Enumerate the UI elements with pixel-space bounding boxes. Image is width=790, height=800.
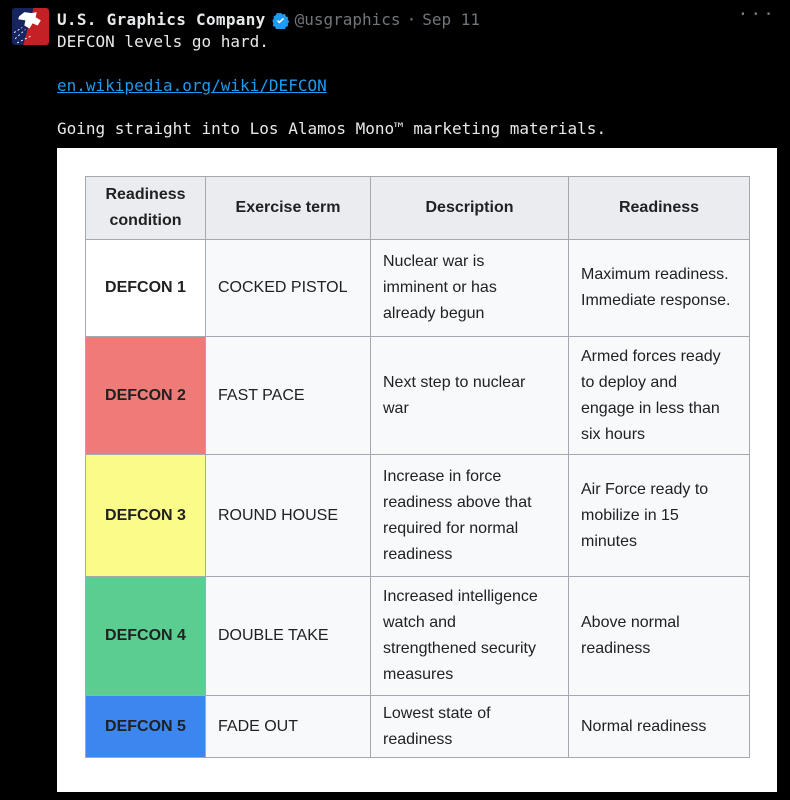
cell-condition: DEFCON 5	[85, 695, 206, 758]
cell-description: Increase in force readiness above that r…	[370, 454, 569, 577]
cell-condition: DEFCON 1	[85, 239, 206, 337]
header-description: Description	[370, 176, 569, 240]
author-handle[interactable]: @usgraphics	[294, 10, 401, 29]
us-graphics-logo-icon	[12, 8, 49, 45]
header-separator: ·	[406, 10, 417, 29]
table-header-row: Readiness condition Exercise term Descri…	[85, 176, 750, 240]
tweet-header: U.S. Graphics Company @usgraphics · Sep …	[57, 9, 480, 30]
cell-condition: DEFCON 2	[85, 336, 206, 455]
cell-readiness: Normal readiness	[568, 695, 750, 758]
cell-exercise-term: ROUND HOUSE	[205, 454, 371, 577]
cell-exercise-term: COCKED PISTOL	[205, 239, 371, 337]
tweet-date[interactable]: Sep 11	[422, 10, 480, 29]
cell-exercise-term: DOUBLE TAKE	[205, 576, 371, 696]
table-row-defcon-4: DEFCON 4 DOUBLE TAKE Increased intellige…	[85, 576, 750, 696]
defcon-table: Readiness condition Exercise term Descri…	[85, 176, 750, 758]
cell-exercise-term: FADE OUT	[205, 695, 371, 758]
tweet-link[interactable]: en.wikipedia.org/wiki/DEFCON	[57, 76, 327, 95]
cell-condition: DEFCON 3	[85, 454, 206, 577]
verified-badge-icon	[272, 12, 289, 29]
cell-readiness: Maximum readiness. Immediate response.	[568, 239, 750, 337]
tweet-text: DEFCON levels go hard.	[57, 32, 269, 51]
cell-description: Nuclear war is imminent or has already b…	[370, 239, 569, 337]
tweet-subtext: Going straight into Los Alamos Mono™ mar…	[57, 119, 607, 138]
header-readiness: Readiness	[568, 176, 750, 240]
cell-readiness: Air Force ready to mobilize in 15 minute…	[568, 454, 750, 577]
cell-readiness: Above normal readiness	[568, 576, 750, 696]
header-readiness-condition: Readiness condition	[85, 176, 206, 240]
cell-description: Increased intelligence watch and strengt…	[370, 576, 569, 696]
table-row-defcon-1: DEFCON 1 COCKED PISTOL Nuclear war is im…	[85, 239, 750, 337]
more-menu-button[interactable]: ···	[737, 4, 776, 25]
author-name[interactable]: U.S. Graphics Company	[57, 10, 266, 29]
table-row-defcon-2: DEFCON 2 FAST PACE Next step to nuclear …	[85, 336, 750, 455]
avatar[interactable]	[12, 8, 49, 45]
cell-exercise-term: FAST PACE	[205, 336, 371, 455]
media-attachment-card[interactable]: Readiness condition Exercise term Descri…	[57, 148, 777, 792]
cell-description: Next step to nuclear war	[370, 336, 569, 455]
cell-readiness: Armed forces ready to deploy and engage …	[568, 336, 750, 455]
table-row-defcon-5: DEFCON 5 FADE OUT Lowest state of readin…	[85, 695, 750, 758]
table-row-defcon-3: DEFCON 3 ROUND HOUSE Increase in force r…	[85, 454, 750, 577]
cell-description: Lowest state of readiness	[370, 695, 569, 758]
cell-condition: DEFCON 4	[85, 576, 206, 696]
header-exercise-term: Exercise term	[205, 176, 371, 240]
